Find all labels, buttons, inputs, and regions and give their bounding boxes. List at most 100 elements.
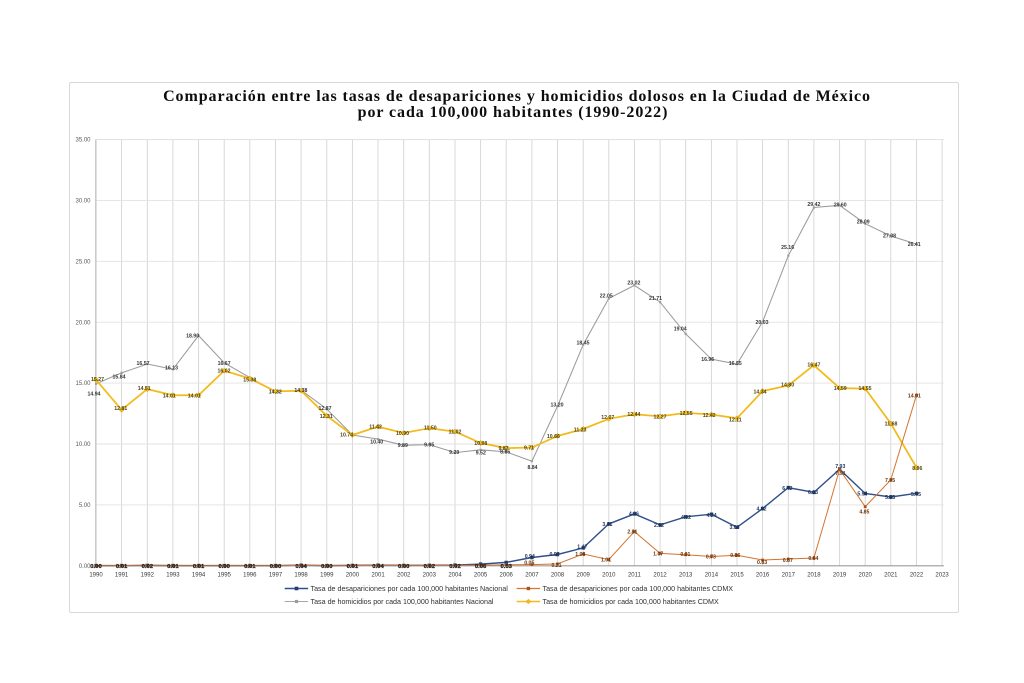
svg-text:0.91: 0.91: [680, 552, 690, 558]
svg-text:1997: 1997: [269, 573, 283, 579]
svg-text:18.45: 18.45: [577, 340, 590, 346]
svg-text:19.04: 19.04: [674, 326, 687, 332]
svg-text:2012: 2012: [653, 573, 667, 579]
svg-text:2023: 2023: [935, 573, 949, 579]
svg-text:Tasa de desapariciones por cad: Tasa de desapariciones por cada 100,000 …: [543, 585, 734, 593]
svg-text:15.84: 15.84: [113, 374, 126, 380]
svg-text:12.11: 12.11: [729, 417, 742, 423]
svg-text:8.85: 8.85: [500, 450, 510, 456]
svg-text:2003: 2003: [423, 573, 437, 579]
svg-text:14.01: 14.01: [163, 393, 176, 399]
svg-text:5.95: 5.95: [911, 492, 921, 498]
svg-text:30.00: 30.00: [75, 199, 91, 205]
svg-text:2009: 2009: [577, 573, 591, 579]
svg-text:0.97: 0.97: [549, 552, 559, 558]
svg-text:Tasa de homicidios por cada 10: Tasa de homicidios por cada 100,000 habi…: [543, 598, 719, 606]
svg-text:1998: 1998: [294, 573, 308, 579]
svg-text:2013: 2013: [679, 573, 693, 579]
svg-text:1.07: 1.07: [653, 551, 663, 557]
svg-text:8.84: 8.84: [527, 465, 537, 471]
svg-text:12.44: 12.44: [627, 412, 640, 418]
svg-text:14.38: 14.38: [294, 388, 307, 394]
svg-text:4.85: 4.85: [859, 510, 869, 516]
svg-text:20.00: 20.00: [75, 320, 91, 326]
svg-text:0.86: 0.86: [730, 553, 740, 559]
svg-text:10.08: 10.08: [474, 441, 487, 447]
svg-text:2006: 2006: [500, 573, 514, 579]
svg-text:29.60: 29.60: [834, 203, 847, 209]
svg-text:0.01: 0.01: [116, 564, 128, 570]
svg-text:14.01: 14.01: [188, 393, 201, 399]
svg-text:2020: 2020: [859, 573, 873, 579]
svg-text:16.02: 16.02: [218, 368, 231, 374]
svg-text:11.68: 11.68: [885, 422, 898, 428]
svg-text:0.01: 0.01: [347, 564, 359, 570]
svg-text:1990: 1990: [89, 573, 103, 579]
svg-text:14.01: 14.01: [908, 393, 921, 399]
svg-text:16.96: 16.96: [701, 357, 714, 363]
svg-text:4.62: 4.62: [756, 507, 766, 513]
svg-text:0.73: 0.73: [706, 555, 716, 561]
svg-text:10.90: 10.90: [396, 431, 409, 437]
svg-text:23.02: 23.02: [627, 280, 640, 286]
svg-text:3.06: 3.06: [729, 525, 739, 531]
svg-text:0.00: 0.00: [270, 564, 282, 570]
svg-text:0.21: 0.21: [551, 563, 561, 569]
svg-text:11.42: 11.42: [369, 425, 382, 431]
svg-text:0.00: 0.00: [79, 564, 91, 570]
svg-text:3.41: 3.41: [602, 522, 612, 528]
svg-text:0.03: 0.03: [500, 564, 512, 570]
svg-text:25.00: 25.00: [75, 259, 91, 265]
svg-text:10.74: 10.74: [340, 432, 353, 438]
svg-text:16.47: 16.47: [807, 363, 820, 369]
svg-text:15.00: 15.00: [75, 381, 91, 387]
svg-text:1999: 1999: [320, 573, 334, 579]
svg-text:9.52: 9.52: [476, 451, 486, 457]
svg-text:2022: 2022: [910, 573, 924, 579]
svg-text:12.81: 12.81: [114, 406, 127, 412]
svg-text:5.00: 5.00: [79, 503, 91, 509]
svg-text:12.07: 12.07: [601, 415, 614, 421]
svg-text:0.00: 0.00: [90, 564, 102, 570]
svg-text:9.71: 9.71: [524, 446, 534, 452]
svg-text:4.02: 4.02: [681, 515, 691, 521]
svg-text:2011: 2011: [628, 573, 642, 579]
svg-text:18.90: 18.90: [186, 333, 199, 339]
svg-text:14.55: 14.55: [859, 386, 872, 392]
svg-text:2016: 2016: [756, 573, 770, 579]
svg-text:9.95: 9.95: [424, 443, 434, 449]
svg-text:1.08: 1.08: [575, 552, 585, 558]
svg-text:16.55: 16.55: [729, 361, 742, 367]
svg-text:2008: 2008: [551, 573, 565, 579]
svg-text:0.64: 0.64: [808, 556, 818, 562]
svg-text:12.55: 12.55: [680, 411, 693, 417]
svg-text:28.09: 28.09: [857, 220, 870, 226]
svg-text:5.94: 5.94: [857, 492, 867, 498]
svg-text:Tasa de homicidios por cada 10: Tasa de homicidios por cada 100,000 habi…: [311, 598, 494, 606]
svg-text:10.00: 10.00: [75, 442, 91, 448]
svg-text:2021: 2021: [884, 573, 898, 579]
svg-text:2018: 2018: [807, 573, 821, 579]
svg-text:1992: 1992: [141, 573, 155, 579]
svg-text:9.87: 9.87: [498, 446, 508, 452]
svg-text:2005: 2005: [474, 573, 488, 579]
svg-text:7.91: 7.91: [836, 471, 846, 477]
svg-text:0.01: 0.01: [167, 564, 179, 570]
svg-text:1996: 1996: [243, 573, 257, 579]
svg-text:26.41: 26.41: [908, 242, 921, 248]
svg-text:0.04: 0.04: [295, 564, 307, 570]
svg-text:13.20: 13.20: [551, 403, 564, 409]
svg-text:0.02: 0.02: [424, 564, 436, 570]
svg-text:14.94: 14.94: [88, 391, 101, 397]
svg-text:11.50: 11.50: [424, 425, 437, 431]
svg-text:4.24: 4.24: [707, 513, 717, 519]
svg-text:1.01: 1.01: [601, 557, 611, 563]
svg-text:2004: 2004: [448, 573, 462, 579]
svg-text:0.00: 0.00: [321, 564, 333, 570]
svg-text:0.02: 0.02: [449, 564, 461, 570]
svg-text:27.08: 27.08: [883, 234, 896, 240]
svg-text:1995: 1995: [218, 573, 232, 579]
svg-text:Tasa de desapariciones por cad: Tasa de desapariciones por cada 100,000 …: [311, 585, 509, 593]
svg-text:2002: 2002: [397, 573, 411, 579]
svg-text:0.06: 0.06: [475, 564, 487, 570]
